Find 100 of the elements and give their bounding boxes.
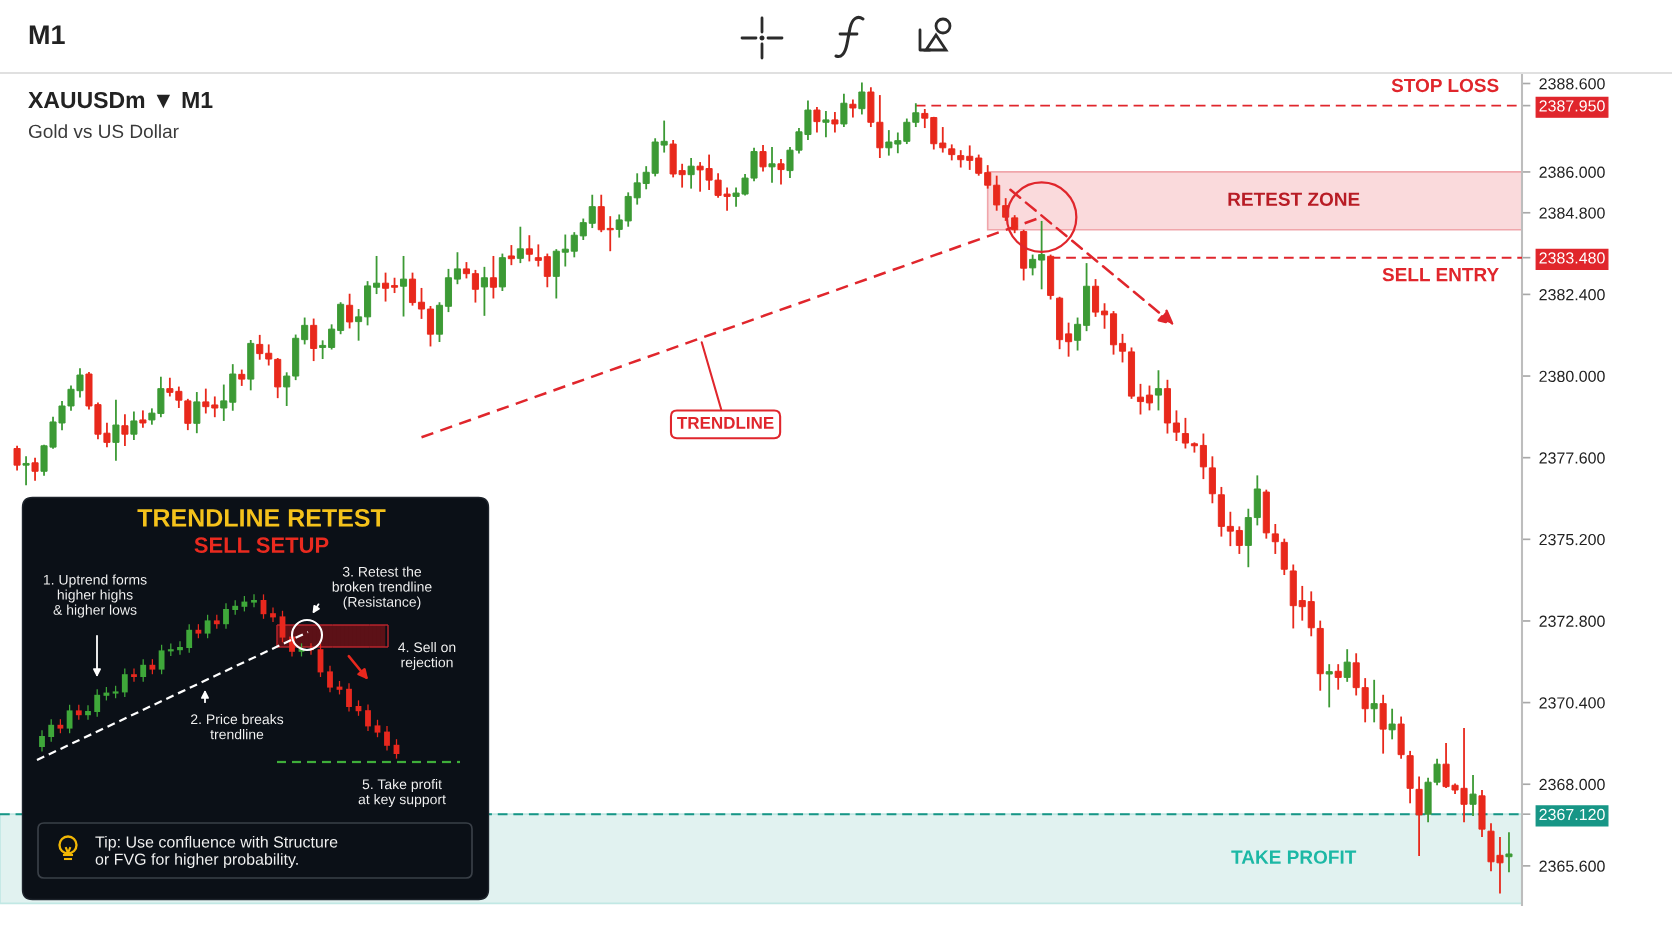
candlestick <box>1154 369 1163 412</box>
candlestick <box>1145 384 1154 412</box>
candlestick <box>597 193 605 234</box>
candlestick <box>1505 831 1513 874</box>
candlestick <box>507 244 515 267</box>
candlestick <box>1199 432 1207 481</box>
candlestick <box>858 81 866 116</box>
candlestick <box>112 398 120 462</box>
candlestick <box>1334 663 1342 691</box>
ref-line-label: SELL ENTRY <box>1382 267 1499 282</box>
candlestick <box>1469 774 1477 817</box>
candlestick <box>13 444 21 472</box>
y-tick-label: 2380.000 <box>1539 370 1605 382</box>
candlestick <box>256 333 264 361</box>
candlestick <box>1181 416 1189 450</box>
candlestick <box>346 292 354 330</box>
candlestick <box>516 225 524 265</box>
candlestick <box>1011 214 1019 235</box>
band-label: RETEST ZONE <box>1228 192 1360 206</box>
candlestick <box>453 251 461 286</box>
candlestick <box>1388 707 1396 741</box>
candlestick <box>1370 678 1378 724</box>
candlestick <box>849 98 857 119</box>
annotation: 2. Price breaks trendline <box>191 713 284 740</box>
candlestick <box>417 287 426 320</box>
y-tick-label: 2387.950 <box>1539 100 1605 112</box>
candlestick <box>130 410 138 441</box>
candlestick <box>1298 585 1306 622</box>
candlestick <box>283 371 291 407</box>
y-tick-label: 2384.800 <box>1539 207 1605 219</box>
candlestick <box>1325 663 1333 709</box>
candlestick <box>840 92 848 128</box>
y-tick-label: 2383.480 <box>1539 252 1605 264</box>
candlestick <box>1118 332 1127 364</box>
candlestick <box>480 265 488 317</box>
candlestick <box>489 255 497 300</box>
candlestick <box>831 111 839 134</box>
text: TRENDLINE <box>677 417 774 429</box>
candlestick <box>813 106 821 134</box>
candlestick <box>534 243 542 268</box>
text: SELL SETUP <box>194 537 329 553</box>
candlestick <box>1235 525 1243 555</box>
candlestick <box>993 174 1001 212</box>
candlestick <box>1074 316 1082 352</box>
text: TRENDLINE RETEST <box>137 509 386 527</box>
candlestick <box>543 252 551 289</box>
candlestick <box>408 271 417 307</box>
candlestick <box>220 383 228 422</box>
annotation: 5. Take profit at key support <box>358 778 446 808</box>
annotation: 4. Sell on rejection <box>398 641 456 671</box>
y-tick-label: 2372.800 <box>1539 615 1605 627</box>
y-tick-label: 2370.400 <box>1539 697 1605 709</box>
candlestick <box>966 144 974 171</box>
candlestick <box>588 193 596 229</box>
annotation: 1. Uptrend forms higher highs & higher lows <box>43 574 147 618</box>
y-tick-label: 2382.400 <box>1539 289 1605 301</box>
candlestick <box>777 158 785 186</box>
candlestick <box>31 456 39 482</box>
candlestick <box>1100 302 1109 330</box>
text: Gold vs US Dollar <box>28 124 179 139</box>
candlestick <box>22 455 30 487</box>
candlestick <box>310 317 318 362</box>
y-tick-label: 2367.120 <box>1539 808 1605 821</box>
candlestick <box>1172 409 1180 442</box>
annotation: Tip: Use confluence with Structure or FVG for higher probability. <box>95 835 338 869</box>
candlestick <box>1065 321 1073 358</box>
candlestick <box>328 323 336 351</box>
text: XAUUSDm ▼ M1 <box>28 91 213 109</box>
y-tick-label: 2377.600 <box>1539 452 1605 464</box>
y-tick-label: 2375.200 <box>1539 533 1605 546</box>
candlestick <box>1038 220 1046 291</box>
candlestick <box>1226 510 1234 548</box>
candlestick <box>921 108 929 129</box>
ref-line-label: STOP LOSS <box>1391 78 1499 93</box>
candlestick <box>471 269 479 304</box>
text: M1 <box>29 25 65 44</box>
candlestick <box>265 343 273 367</box>
y-tick-label: 2368.000 <box>1539 778 1605 791</box>
candlestick <box>193 391 201 435</box>
candlestick <box>1271 523 1279 555</box>
candlestick <box>373 255 381 295</box>
candlestick <box>579 217 587 241</box>
candlestick <box>687 157 695 190</box>
candlestick <box>570 231 578 259</box>
candlestick <box>319 339 327 360</box>
annotation: 3. Retest the broken trendline (Resistance) <box>332 566 432 610</box>
candlestick <box>382 271 390 303</box>
candlestick <box>939 126 947 154</box>
candlestick <box>1343 648 1351 683</box>
candlestick <box>301 316 309 346</box>
candlestick <box>975 153 983 177</box>
candlestick <box>759 144 767 173</box>
candlestick <box>399 255 408 318</box>
candlestick <box>984 164 992 190</box>
candlestick <box>1029 253 1037 277</box>
candlestick <box>768 146 776 184</box>
candlestick <box>121 413 129 448</box>
candlestick <box>355 308 363 342</box>
y-tick-label: 2386.000 <box>1539 166 1605 178</box>
candlestick <box>1136 382 1145 416</box>
